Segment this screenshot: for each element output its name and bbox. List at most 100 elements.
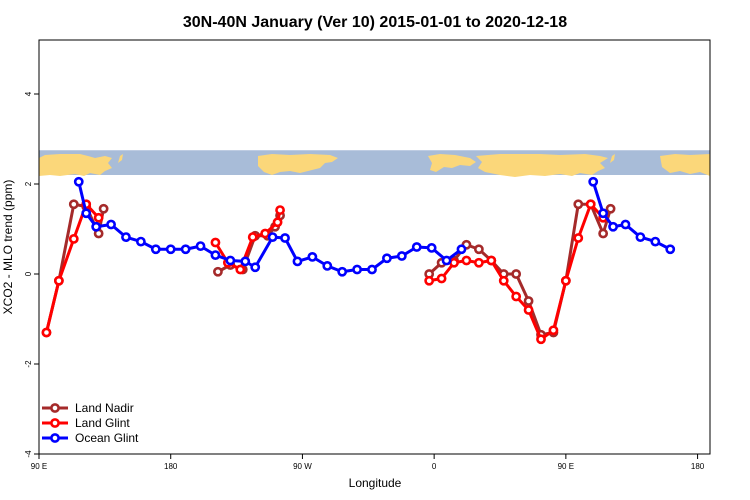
y-axis-label: XCO2 - MLO trend (ppm) (1, 180, 15, 315)
data-point-land-glint (486, 255, 497, 266)
series-land-glint (41, 199, 609, 345)
x-tick-label: 90 W (293, 462, 312, 471)
data-point-ocean-glint (180, 244, 191, 255)
plot-frame (38, 39, 711, 455)
data-point-ocean-glint (195, 241, 206, 251)
x-tick-label: 0 (432, 462, 437, 471)
data-point-land-nadir (605, 203, 616, 214)
data-point-land-glint (548, 325, 559, 336)
legend-item-land-glint: Land Glint (42, 416, 130, 430)
x-axis: 90 E 180 90 W 0 90 E 180 (31, 454, 705, 471)
series-line-land-glint (44, 202, 100, 333)
data-point-land-nadir (68, 199, 79, 210)
data-point-land-glint (511, 291, 522, 302)
data-point-ocean-glint (598, 208, 609, 219)
data-point-land-glint (41, 327, 52, 338)
data-point-ocean-glint (441, 255, 452, 266)
world-map-strip (39, 150, 710, 177)
data-point-land-glint (247, 232, 258, 242)
legend-marker (50, 403, 60, 413)
data-point-ocean-glint (292, 256, 303, 267)
map-landmasses (39, 154, 710, 177)
data-point-land-glint (260, 228, 271, 239)
data-point-ocean-glint (382, 253, 392, 264)
data-point-land-glint (235, 264, 246, 275)
data-point-land-glint (424, 275, 435, 286)
data-point-land-glint (210, 237, 221, 248)
data-point-land-glint (461, 255, 472, 266)
y-tick-label: 2 (24, 181, 33, 186)
data-point-ocean-glint (91, 221, 102, 232)
data-point-ocean-glint (665, 244, 676, 255)
series-ocean-glint (73, 176, 676, 277)
data-point-ocean-glint (225, 255, 236, 266)
data-point-ocean-glint (250, 262, 261, 273)
data-point-land-nadir (98, 203, 109, 214)
data-point-land-glint (585, 199, 596, 210)
data-point-land-nadir (573, 199, 584, 210)
data-point-ocean-glint (337, 266, 348, 277)
data-point-land-glint (275, 205, 285, 215)
data-point-ocean-glint (280, 233, 290, 243)
data-point-land-glint (53, 275, 64, 286)
data-point-ocean-glint (267, 232, 278, 242)
x-axis-label: Longitude (349, 476, 402, 490)
data-point-ocean-glint (81, 208, 92, 219)
data-point-land-glint (498, 275, 509, 286)
data-point-ocean-glint (396, 251, 407, 261)
legend-item-ocean-glint: Ocean Glint (42, 431, 139, 445)
land-north-america-2 (660, 154, 710, 176)
legend-label: Ocean Glint (75, 431, 139, 445)
data-point-land-glint (523, 305, 534, 315)
land-japan (118, 154, 123, 163)
y-tick-label: -2 (24, 360, 33, 368)
y-tick-label: 4 (24, 91, 33, 96)
data-point-ocean-glint (411, 242, 422, 252)
data-point-ocean-glint (121, 232, 131, 242)
x-tick-label: 90 E (558, 462, 574, 471)
data-point-land-glint (449, 257, 459, 268)
data-point-ocean-glint (135, 236, 146, 247)
data-point-ocean-glint (650, 236, 661, 247)
x-tick-label: 90 E (31, 462, 47, 471)
y-axis: -4 -2 0 2 4 (24, 91, 39, 458)
legend-label: Land Nadir (75, 401, 134, 415)
data-point-ocean-glint (426, 242, 437, 253)
legend-marker (50, 418, 60, 428)
data-point-ocean-glint (73, 176, 84, 187)
y-tick-label: 0 (24, 271, 33, 276)
data-point-land-nadir (598, 228, 609, 239)
x-tick-label: 180 (164, 462, 178, 471)
data-point-land-glint (93, 212, 104, 223)
land-north-america (258, 154, 338, 175)
legend-label: Land Glint (75, 416, 130, 430)
series-line-ocean-glint (77, 181, 463, 274)
data-point-ocean-glint (367, 264, 377, 275)
data-point-ocean-glint (620, 219, 631, 230)
data-point-ocean-glint (588, 176, 599, 187)
data-point-ocean-glint (165, 244, 176, 255)
data-point-ocean-glint (635, 232, 646, 242)
data-point-ocean-glint (322, 260, 333, 271)
data-point-land-nadir (523, 296, 534, 306)
legend-item-land-nadir: Land Nadir (42, 401, 134, 415)
data-point-ocean-glint (608, 221, 618, 232)
land-middle-east-asia (476, 154, 608, 177)
data-point-land-glint (473, 257, 484, 268)
chart-title: 30N-40N January (Ver 10) 2015-01-01 to 2… (183, 14, 567, 31)
data-point-ocean-glint (240, 256, 251, 267)
data-point-land-glint (436, 273, 447, 284)
data-point-ocean-glint (210, 250, 221, 260)
y-tick-label: -4 (24, 450, 33, 458)
data-point-land-glint (536, 334, 546, 345)
data-point-ocean-glint (106, 219, 116, 230)
data-point-ocean-glint (307, 251, 318, 262)
data-point-ocean-glint (352, 264, 363, 275)
data-point-ocean-glint (456, 244, 467, 255)
data-point-ocean-glint (150, 244, 161, 255)
land-japan-2 (610, 154, 615, 163)
data-point-land-nadir (511, 269, 522, 279)
x-tick-label: 180 (691, 462, 705, 471)
